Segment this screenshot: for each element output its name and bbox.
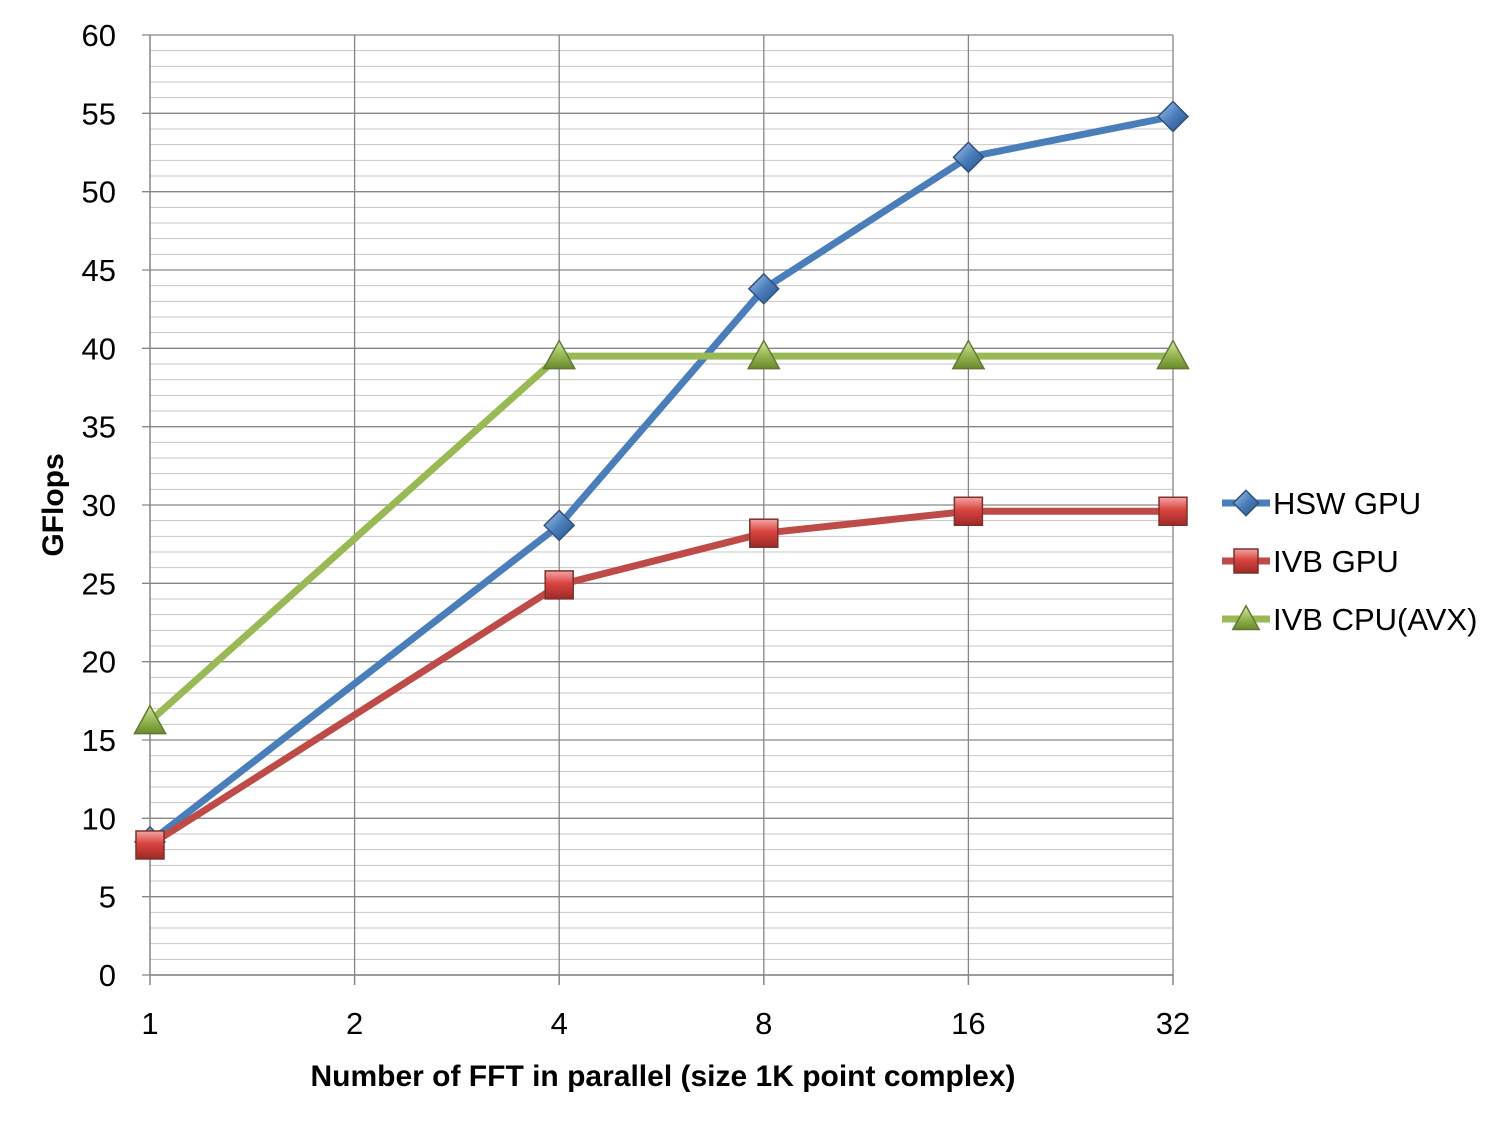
y-tick-label: 60: [82, 18, 116, 53]
data-point-ivb-cpu-avx: [746, 339, 781, 370]
legend-marker: [1231, 604, 1261, 631]
data-point-hsw-gpu: [747, 272, 780, 305]
y-tick-label: 5: [99, 880, 116, 915]
data-point-ivb-cpu-avx: [951, 339, 986, 370]
y-tick-label: 25: [82, 566, 116, 601]
x-tick-label: 16: [951, 1006, 985, 1041]
data-point-hsw-gpu: [952, 141, 985, 174]
data-point-ivb-cpu-avx: [1156, 339, 1190, 370]
x-tick-label: 8: [755, 1006, 772, 1041]
y-tick-label: 30: [82, 488, 116, 523]
data-point-hsw-gpu: [1156, 100, 1190, 133]
y-tick-label: 55: [82, 96, 116, 131]
legend: HSW GPU IVB GPU IVB CPU(AVX): [1222, 486, 1477, 637]
series-line-ivb-gpu: [146, 507, 1177, 849]
legend-label: IVB GPU: [1273, 544, 1399, 579]
data-point-ivb-gpu: [544, 570, 574, 600]
legend-label: IVB CPU(AVX): [1273, 602, 1477, 637]
x-tick-label: 1: [141, 1006, 158, 1041]
data-point-ivb-cpu-avx: [133, 704, 167, 735]
x-tick-label: 4: [551, 1006, 568, 1041]
y-tick-label: 20: [82, 645, 116, 680]
y-tick-label: 50: [82, 175, 116, 210]
x-tick-label: 32: [1156, 1006, 1190, 1041]
data-point-hsw-gpu: [543, 509, 576, 542]
y-tick-label: 35: [82, 410, 116, 445]
data-point-ivb-gpu: [1158, 496, 1188, 527]
legend-item-ivb-cpu-avx: IVB CPU(AVX): [1222, 602, 1477, 637]
y-tick-label: 10: [82, 801, 116, 836]
data-point-ivb-cpu-avx: [542, 339, 577, 370]
y-axis-title: GFlops: [37, 453, 70, 556]
legend-item-ivb-gpu: IVB GPU: [1222, 544, 1399, 579]
x-tick-label: 2: [346, 1006, 363, 1041]
y-tick-label: 0: [99, 958, 116, 993]
data-point-ivb-gpu: [135, 830, 165, 860]
series: [133, 100, 1190, 860]
y-tick-labels: 0 5 10 15 20 25 30 35 40 45 50 55 60: [82, 18, 116, 993]
grid: [142, 34, 1174, 976]
y-tick-label: 15: [82, 723, 116, 758]
y-tick-label: 45: [82, 253, 116, 288]
x-axis-title: Number of FFT in parallel (size 1K point…: [310, 1060, 1015, 1093]
series-line-hsw-gpu: [146, 112, 1177, 846]
y-tick-label: 40: [82, 331, 116, 366]
data-point-ivb-gpu: [953, 496, 984, 527]
x-tick-labels: 1 2 4 8 16 32: [141, 1006, 1190, 1041]
axes: [149, 35, 1174, 985]
legend-marker: [1232, 489, 1260, 517]
legend-label: HSW GPU: [1273, 486, 1421, 521]
legend-item-hsw-gpu: HSW GPU: [1222, 486, 1421, 521]
legend-marker: [1233, 548, 1259, 574]
data-point-ivb-gpu: [749, 518, 779, 548]
